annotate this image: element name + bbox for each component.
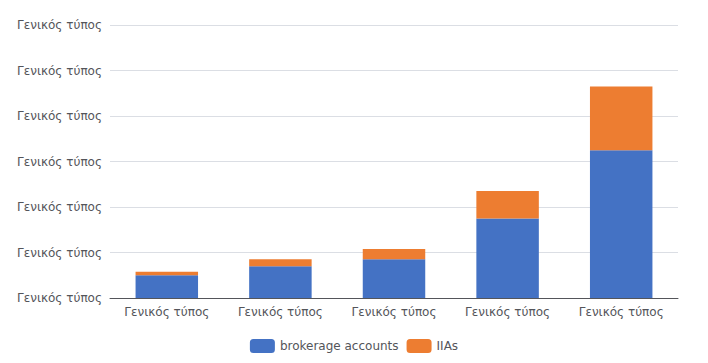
svg-text:Γενικός τύπος: Γενικός τύπος: [17, 246, 102, 260]
svg-text:Γενικός τύπος: Γενικός τύπος: [465, 305, 550, 319]
svg-text:Γενικός τύπος: Γενικός τύπος: [17, 64, 102, 78]
svg-text:Γενικός τύπος: Γενικός τύπος: [17, 109, 102, 123]
svg-text:Γενικός τύπος: Γενικός τύπος: [17, 18, 102, 32]
svg-text:Γενικός τύπος: Γενικός τύπος: [17, 155, 102, 169]
svg-text:Γενικός τύπος: Γενικός τύπος: [352, 305, 437, 319]
svg-text:Γενικός τύπος: Γενικός τύπος: [17, 200, 102, 214]
svg-text:Γενικός τύπος: Γενικός τύπος: [17, 291, 102, 305]
svg-text:IIAs: IIAs: [437, 339, 459, 353]
svg-text:brokerage accounts: brokerage accounts: [280, 339, 399, 353]
svg-text:Γενικός τύπος: Γενικός τύπος: [238, 305, 323, 319]
svg-text:Γενικός τύπος: Γενικός τύπος: [124, 305, 209, 319]
svg-text:Γενικός τύπος: Γενικός τύπος: [579, 305, 664, 319]
